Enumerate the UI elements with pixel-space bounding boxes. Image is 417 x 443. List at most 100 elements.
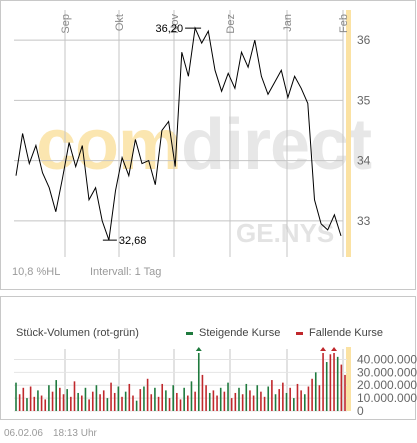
volume-bar (77, 392, 79, 411)
volume-bar (18, 394, 21, 411)
volume-bar (274, 394, 277, 411)
symbol-watermark: GE.NYS (236, 218, 335, 248)
volume-bar (44, 399, 47, 411)
volume-bar (81, 395, 83, 411)
timestamp-footer: 06.02.06 18:13 Uhr (4, 428, 107, 439)
volume-bar (15, 382, 17, 411)
volume-bar (197, 353, 200, 411)
high-price-label: 36,20 (156, 23, 184, 35)
volume-bar (208, 392, 211, 411)
volume-bar (121, 396, 123, 411)
volume-bar (263, 396, 266, 411)
footer-time: 18:13 Uhr (52, 428, 97, 439)
volume-overflow-arrow (195, 347, 202, 351)
volume-bar (150, 394, 153, 411)
volume-bar (187, 395, 189, 411)
volume-bar (333, 353, 335, 411)
volume-bar (62, 394, 65, 411)
volume-bar (234, 392, 237, 411)
volume-bar (271, 380, 273, 411)
price-tick-label: 35 (357, 93, 371, 107)
volume-bar (322, 353, 324, 411)
legend-down-label: Fallende Kurse (309, 327, 383, 339)
volume-bar (303, 394, 306, 411)
volume-bar (190, 381, 193, 411)
price-tick-label: 34 (357, 154, 371, 168)
volume-overflow-arrow (320, 347, 327, 351)
hl-range-label: 10,8 %HL (12, 266, 61, 278)
volume-bar (256, 385, 259, 411)
volume-bar (252, 395, 255, 411)
volume-bar (249, 390, 251, 411)
volume-tick-label: 40.000.000 (357, 352, 417, 366)
volume-bar (289, 387, 291, 411)
volume-bar (293, 398, 295, 411)
current-day-highlight (346, 10, 351, 257)
volume-bar (344, 374, 346, 411)
volume-bar (336, 356, 339, 411)
volume-bar (135, 400, 138, 411)
volume-tick-label: 30.000.000 (357, 365, 417, 379)
volume-bar (205, 385, 207, 411)
volume-bar (110, 382, 112, 411)
legend-up: Steigende Kurse (186, 327, 280, 339)
volume-overflow-arrow (331, 347, 338, 351)
volume-bar (37, 390, 39, 411)
volume-bar (194, 391, 196, 411)
volume-bar (113, 392, 116, 411)
volume-bar (168, 398, 171, 411)
volume-bar (318, 385, 321, 411)
volume-bar (154, 387, 156, 411)
volume-bar (48, 385, 50, 411)
volume-bar (146, 378, 149, 411)
month-label-sep: Sep (60, 14, 72, 34)
volume-bar (124, 391, 127, 411)
volume-bar (91, 391, 94, 411)
volume-tick-label: 20.000.000 (357, 378, 417, 392)
volume-bar (29, 386, 32, 411)
volume-bar (22, 387, 25, 411)
volume-bar (183, 387, 185, 411)
month-label-jan: Jan (282, 14, 294, 32)
comdirect-watermark: comdirect (36, 105, 372, 185)
volume-bar (95, 385, 98, 411)
legend-up-label: Steigende Kurse (199, 327, 281, 339)
volume-bar (88, 399, 90, 411)
low-price-label: 32,68 (119, 235, 147, 247)
volume-bar (26, 398, 28, 411)
volume-bar (219, 387, 222, 411)
volume-bar (307, 386, 310, 411)
volume-bar (172, 385, 174, 411)
volume-bar (296, 383, 299, 411)
price-tick-label: 33 (357, 214, 371, 228)
volume-bar (176, 392, 178, 411)
volume-current-day-highlight (346, 347, 351, 411)
volume-bar (102, 390, 105, 411)
volume-bar (179, 399, 182, 411)
volume-bar (267, 386, 270, 411)
month-label-nov: Nov (169, 14, 181, 34)
volume-bar (70, 396, 72, 411)
volume-bar (314, 372, 317, 411)
volume-bar (99, 394, 101, 411)
interval-label: Intervall: 1 Tag (90, 266, 162, 278)
volume-bar (227, 382, 229, 411)
volume-bar (84, 387, 87, 411)
volume-bar (285, 392, 288, 411)
volume-bar (300, 390, 302, 411)
volume-bar (216, 395, 218, 411)
volume-bar (212, 390, 215, 411)
volume-bar (117, 386, 120, 411)
footer-date: 06.02.06 (4, 428, 43, 439)
volume-bar (241, 394, 244, 411)
volume-bar (106, 398, 109, 411)
volume-bar (157, 396, 160, 411)
volume-bar (132, 395, 134, 411)
legend-up-swatch (186, 331, 193, 335)
volume-bar (51, 391, 54, 411)
volume-bar (311, 378, 313, 411)
legend-down-swatch (296, 331, 303, 335)
price-line (15, 26, 342, 241)
price-chart: Sep Okt Nov Dez Jan Feb 36 35 34 33 36,20 32,68 (14, 10, 371, 257)
